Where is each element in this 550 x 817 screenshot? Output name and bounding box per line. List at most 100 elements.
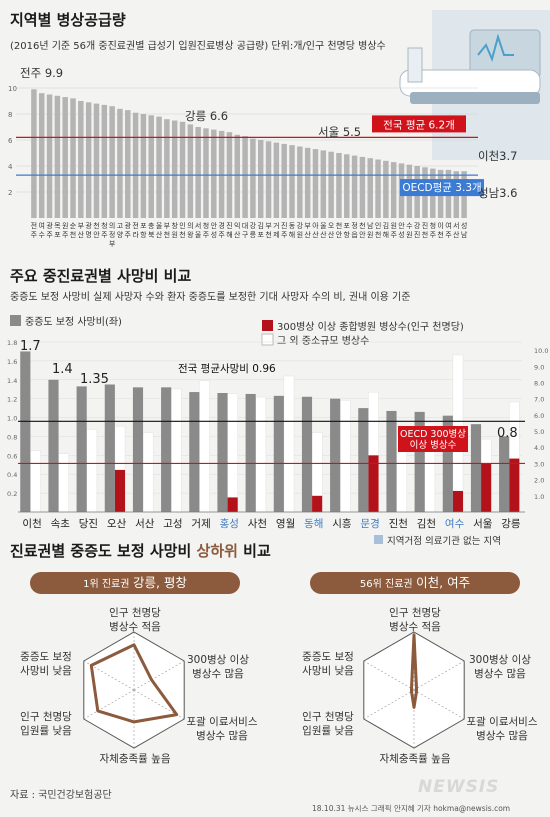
- bar-37: [320, 150, 327, 218]
- x-category-label: 진천: [389, 518, 408, 530]
- oecd-beds-label: OECD 300병상 이상 병상수: [400, 429, 466, 451]
- bar-30: [265, 141, 272, 218]
- national-average-label: 전국 평균 6.2개: [383, 119, 455, 131]
- bar-39: [336, 153, 342, 218]
- bar-9: [101, 104, 108, 218]
- radar-bottom-rank: 56위 진료권: [359, 579, 413, 590]
- bar-21: [195, 127, 201, 218]
- value-label-3: 0.8: [497, 426, 518, 441]
- bar-41: [351, 155, 358, 218]
- legend-no-hub-label: 지역거점 의료기관 없는 지역: [387, 535, 501, 547]
- radar-axis-line: [363, 689, 415, 720]
- radar2-label-ul: 중증도 보정 사망비 낮음: [302, 651, 354, 677]
- x-category-label: 영월: [276, 518, 295, 530]
- x-category-label: 오산: [107, 518, 127, 530]
- y-tick-label: 4: [8, 163, 13, 171]
- y-left-tick: 1.8: [7, 339, 17, 347]
- bar-0: [31, 89, 37, 218]
- x-category-label: 당진: [79, 518, 98, 530]
- y-left-tick: 0.8: [7, 433, 17, 441]
- legend-rate-label: 중증도 보정 사망비(좌): [25, 316, 122, 328]
- mortality-bar-14: [414, 411, 425, 512]
- mortality-bar-8: [245, 393, 256, 512]
- credit-text: 18.10.31 뉴시스 그래픽 안지혜 기자 hokma@newsis.com: [312, 804, 511, 813]
- bar-26: [234, 134, 241, 218]
- value-label-1: 1.4: [52, 362, 73, 377]
- legend-large-swatch: [262, 320, 273, 331]
- radar-bottom-region: 이천, 여주: [416, 575, 471, 590]
- legend-no-hub-swatch: [374, 535, 383, 544]
- annotation-3: 이천3.7: [478, 149, 517, 163]
- radar2-label-bottom: 자체충족률 높음: [379, 753, 451, 765]
- annotation-0: 전주 9.9: [20, 66, 63, 80]
- radar-axis-line: [83, 689, 135, 720]
- y-right-tick: 9.0: [534, 363, 544, 371]
- x-category-label: 서울: [473, 518, 493, 530]
- radar-top-region: 강릉, 평창: [132, 575, 187, 590]
- legend-large-label: 300병상 이상 종합병원 병상수(인구 천명당): [277, 321, 464, 333]
- bar-11: [117, 108, 123, 218]
- bar-45: [383, 160, 389, 218]
- x-category-label: 김천: [417, 518, 436, 530]
- value-label-0: 1.7: [20, 339, 41, 354]
- bar-16: [156, 116, 162, 218]
- radar-axis-line: [363, 660, 415, 691]
- large-bed-bar-7: [227, 497, 238, 512]
- large-bed-bar-10: [312, 495, 323, 512]
- mortality-bar-5: [161, 387, 172, 512]
- bar-28: [250, 138, 256, 218]
- bar-13: [132, 112, 139, 218]
- y-left-tick: 0.6: [7, 452, 17, 460]
- radar1-label-ur: 300병상 이상 병상수 많음: [186, 654, 250, 680]
- x-category-label: 고성: [163, 518, 182, 530]
- bar-4: [62, 97, 68, 218]
- mortality-bar-4: [132, 387, 144, 512]
- watermark-logo: NEWSIS: [418, 777, 500, 797]
- y-right-tick: 2.0: [534, 477, 544, 485]
- annotation-2: 서울 5.5: [318, 125, 361, 139]
- radar-value-polygon-0: [89, 643, 179, 724]
- mortality-bar-16: [470, 424, 482, 512]
- bar-27: [242, 136, 248, 218]
- bar-29: [257, 140, 264, 218]
- y-left-tick: 1.4: [7, 377, 17, 385]
- legend-small-label: 그 외 중소규모 병상수: [277, 335, 369, 347]
- y-left-tick: 1.0: [7, 415, 17, 423]
- radar2-label-ll: 인구 천명당 입원률 낮음: [302, 711, 354, 737]
- x-category-label: 속초: [51, 518, 71, 530]
- radar2-label-ur: 300병상 이상 병상수 많음: [468, 654, 532, 680]
- bar-12: [125, 110, 131, 218]
- y-left-tick: 1.2: [7, 396, 17, 404]
- bar-44: [375, 159, 381, 218]
- x-category-label: 강릉: [501, 518, 521, 530]
- large-bed-bar-15: [452, 490, 464, 512]
- section1-title: 지역별 병상공급량: [10, 11, 126, 29]
- y-tick-label: 2: [8, 189, 12, 197]
